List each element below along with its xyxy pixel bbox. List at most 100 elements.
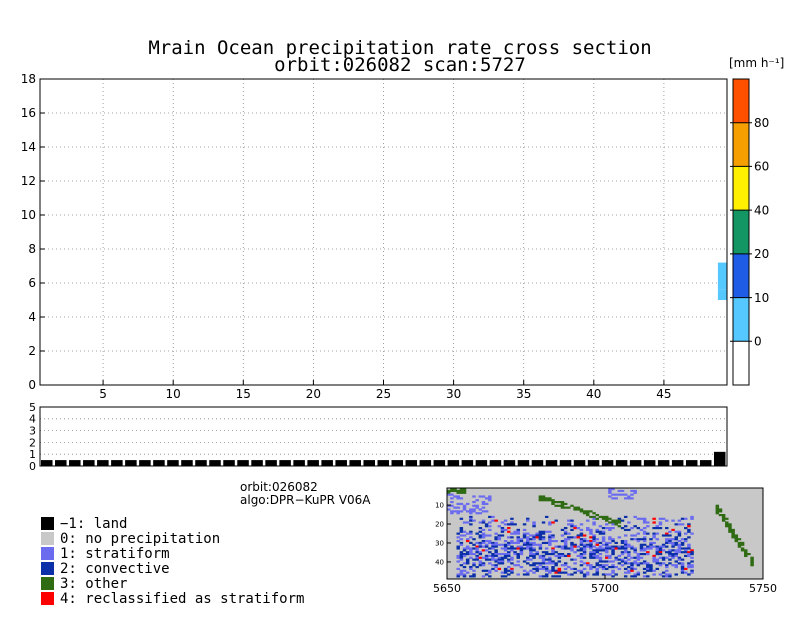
strip-bar xyxy=(657,460,670,466)
type-map-pixel xyxy=(658,547,663,550)
type-map-pixel xyxy=(665,556,669,559)
type-map-pixel xyxy=(570,545,574,548)
type-map-pixel xyxy=(503,523,508,526)
type-map-pixel xyxy=(652,532,656,535)
type-map-pixel xyxy=(674,566,678,569)
type-map-pixel xyxy=(456,536,460,539)
type-map-pixel xyxy=(627,554,631,558)
type-map-pixel xyxy=(462,566,467,569)
type-map-pixel xyxy=(642,540,647,543)
type-map-pixel xyxy=(570,523,574,526)
type-map-pixel xyxy=(658,523,663,526)
type-map-pixel xyxy=(646,547,650,550)
type-map-pixel xyxy=(491,567,495,571)
type-map-pixel xyxy=(478,560,483,563)
type-map-pixel xyxy=(481,519,486,522)
legend-item: 3: other xyxy=(41,576,127,591)
type-map-pixel xyxy=(687,562,691,565)
map-y-tick-label: 30 xyxy=(435,539,444,547)
type-map-pixel xyxy=(605,560,609,563)
type-map-pixel xyxy=(661,556,666,559)
type-map-pixel xyxy=(465,571,470,574)
type-map-pixel xyxy=(605,551,609,554)
type-map-pixel xyxy=(623,543,628,546)
type-map-pixel xyxy=(668,541,672,545)
type-map-pixel xyxy=(589,515,593,519)
type-map-pixel xyxy=(522,547,527,550)
type-map-pixel xyxy=(494,569,498,572)
legend-item: 4: reclassified as stratiform xyxy=(41,591,304,606)
type-map-pixel xyxy=(538,547,543,550)
type-map-pixel xyxy=(500,547,505,550)
type-map-pixel xyxy=(554,554,558,558)
type-map-pixel xyxy=(649,566,653,569)
type-map-pixel xyxy=(737,541,742,545)
type-map-pixel xyxy=(740,543,745,546)
type-map-pixel xyxy=(532,543,536,546)
type-map-pixel xyxy=(601,560,606,563)
type-map-pixel xyxy=(725,525,729,528)
type-map-pixel xyxy=(671,564,675,567)
type-map-pixel xyxy=(563,554,568,558)
type-map-pixel xyxy=(503,556,508,559)
type-map-pixel xyxy=(500,521,505,524)
type-map-pixel xyxy=(548,562,552,565)
type-map-pixel xyxy=(557,501,562,504)
type-map-pixel xyxy=(636,527,641,530)
type-map-pixel xyxy=(620,551,625,554)
colorbar-frame xyxy=(732,78,750,386)
strip-bar xyxy=(461,460,474,466)
type-map-pixel xyxy=(535,534,539,537)
type-map-pixel xyxy=(541,575,546,578)
type-map-pixel xyxy=(680,538,685,541)
type-map-pixel xyxy=(560,553,565,556)
type-map-pixel xyxy=(598,545,603,548)
type-map-pixel xyxy=(611,553,615,556)
type-map-pixel xyxy=(456,560,460,563)
type-map-pixel xyxy=(567,538,571,541)
type-map-pixel xyxy=(611,560,615,563)
type-map-pixel xyxy=(560,501,565,504)
type-map-pixel xyxy=(690,556,694,559)
strip-bar xyxy=(125,460,137,466)
type-map-pixel xyxy=(620,527,625,530)
type-map-pixel xyxy=(646,545,650,548)
type-map-pixel xyxy=(740,549,745,552)
type-map-pixel xyxy=(456,506,460,509)
type-map-pixel xyxy=(605,543,609,546)
type-map-pixel xyxy=(576,549,581,552)
colorbar-band xyxy=(733,341,749,385)
type-map-pixel xyxy=(570,547,574,550)
type-map-pixel xyxy=(636,564,641,567)
type-map-pixel xyxy=(459,534,464,537)
type-map-pixel xyxy=(608,538,612,541)
type-map-pixel xyxy=(447,491,451,494)
type-map-pixel xyxy=(535,543,539,546)
orbit-label: orbit:026082 xyxy=(240,480,318,494)
type-map-pixel xyxy=(469,551,473,554)
type-map-pixel xyxy=(636,554,641,558)
legend-label: −1: land xyxy=(60,515,128,532)
type-map-pixel xyxy=(680,558,685,561)
type-map-pixel xyxy=(611,571,615,574)
type-map-pixel xyxy=(623,528,628,532)
type-map-pixel xyxy=(563,538,568,541)
type-map-pixel xyxy=(532,523,536,526)
type-map-pixel xyxy=(450,497,454,500)
type-map-pixel xyxy=(592,536,596,539)
type-map-pixel xyxy=(601,536,606,539)
type-map-pixel xyxy=(488,551,492,554)
type-map-pixel xyxy=(469,508,473,511)
type-map-pixel xyxy=(529,534,533,537)
type-map-pixel xyxy=(665,551,669,554)
type-map-pixel xyxy=(472,510,476,513)
type-map-pixel xyxy=(453,510,457,513)
type-map-pixel xyxy=(595,569,599,572)
type-map-pixel xyxy=(494,536,498,539)
type-map-pixel xyxy=(560,547,565,550)
type-map-pixel xyxy=(481,536,486,539)
type-map-pixel xyxy=(469,536,473,539)
type-map-pixel xyxy=(472,495,476,498)
type-map-pixel xyxy=(563,545,568,548)
strip-bar xyxy=(307,460,319,466)
